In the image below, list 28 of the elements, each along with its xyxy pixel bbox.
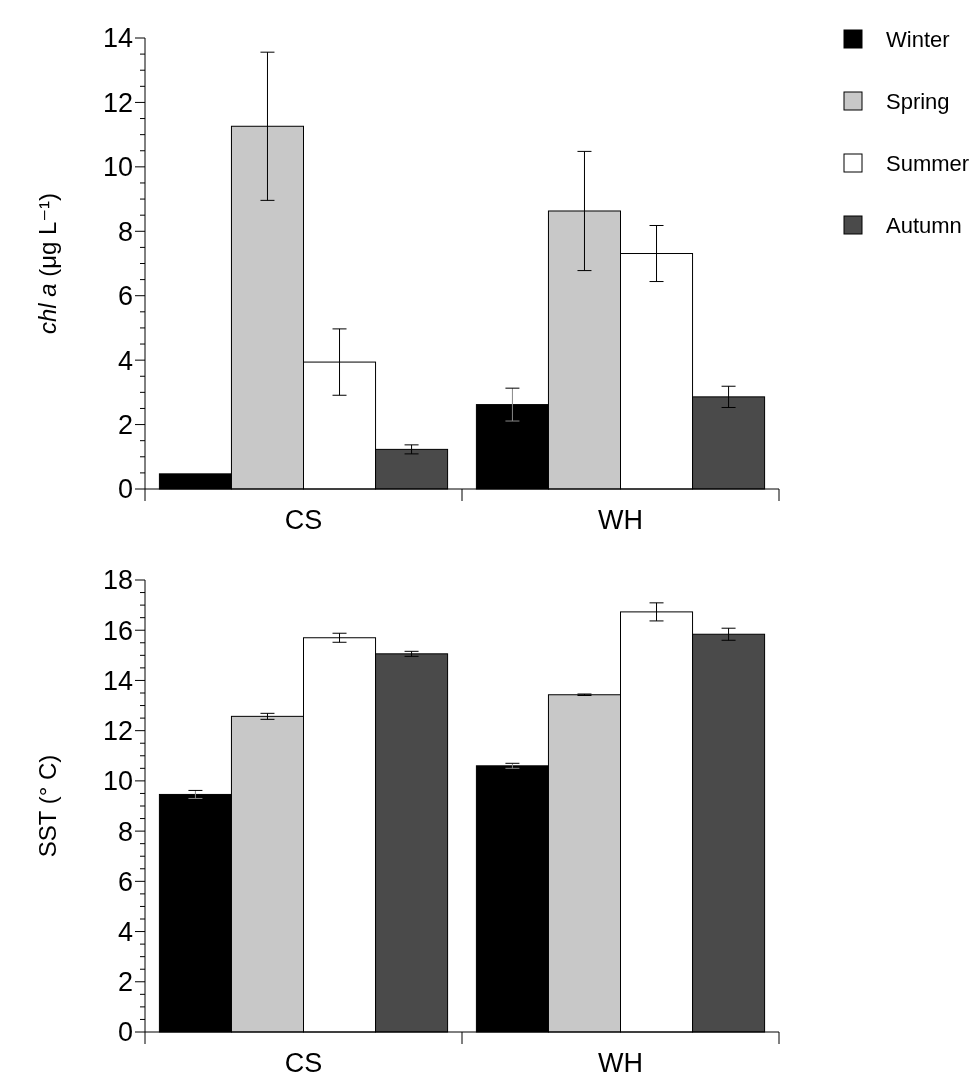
x-tick-label: CS — [284, 1048, 323, 1078]
y-tick-label: 12 — [102, 716, 133, 747]
y-tick-label: 6 — [117, 281, 133, 312]
y-tick-label: 4 — [117, 917, 133, 948]
y-tick-label: 14 — [102, 23, 133, 54]
legend-label: Winter — [886, 26, 950, 52]
y-tick-label: 16 — [102, 615, 133, 646]
y-tick-label: 12 — [102, 87, 133, 118]
x-tick-label: WH — [598, 505, 643, 535]
y-tick-label: 0 — [117, 474, 133, 505]
y-tick-label: 18 — [102, 565, 133, 596]
legend-label: Autumn — [886, 212, 962, 238]
legend-label: Summer — [886, 150, 970, 176]
y-tick-label: 10 — [102, 766, 133, 797]
y-axis-title: chl a (μg L⁻¹) — [34, 192, 61, 335]
y-axis-title: SST (° C) — [34, 754, 61, 858]
y-tick-label: 0 — [117, 1017, 133, 1048]
y-tick-label: 10 — [102, 152, 133, 183]
x-tick-label: WH — [598, 1048, 643, 1078]
y-tick-label: 14 — [102, 665, 133, 696]
x-tick-label: CS — [284, 505, 323, 535]
y-tick-label: 8 — [117, 216, 133, 247]
y-tick-label: 4 — [117, 345, 133, 376]
y-tick-label: 6 — [117, 866, 133, 897]
y-tick-label: 8 — [117, 816, 133, 847]
y-tick-label: 2 — [117, 410, 133, 441]
legend-label: Spring — [886, 88, 950, 114]
y-tick-label: 2 — [117, 967, 133, 998]
